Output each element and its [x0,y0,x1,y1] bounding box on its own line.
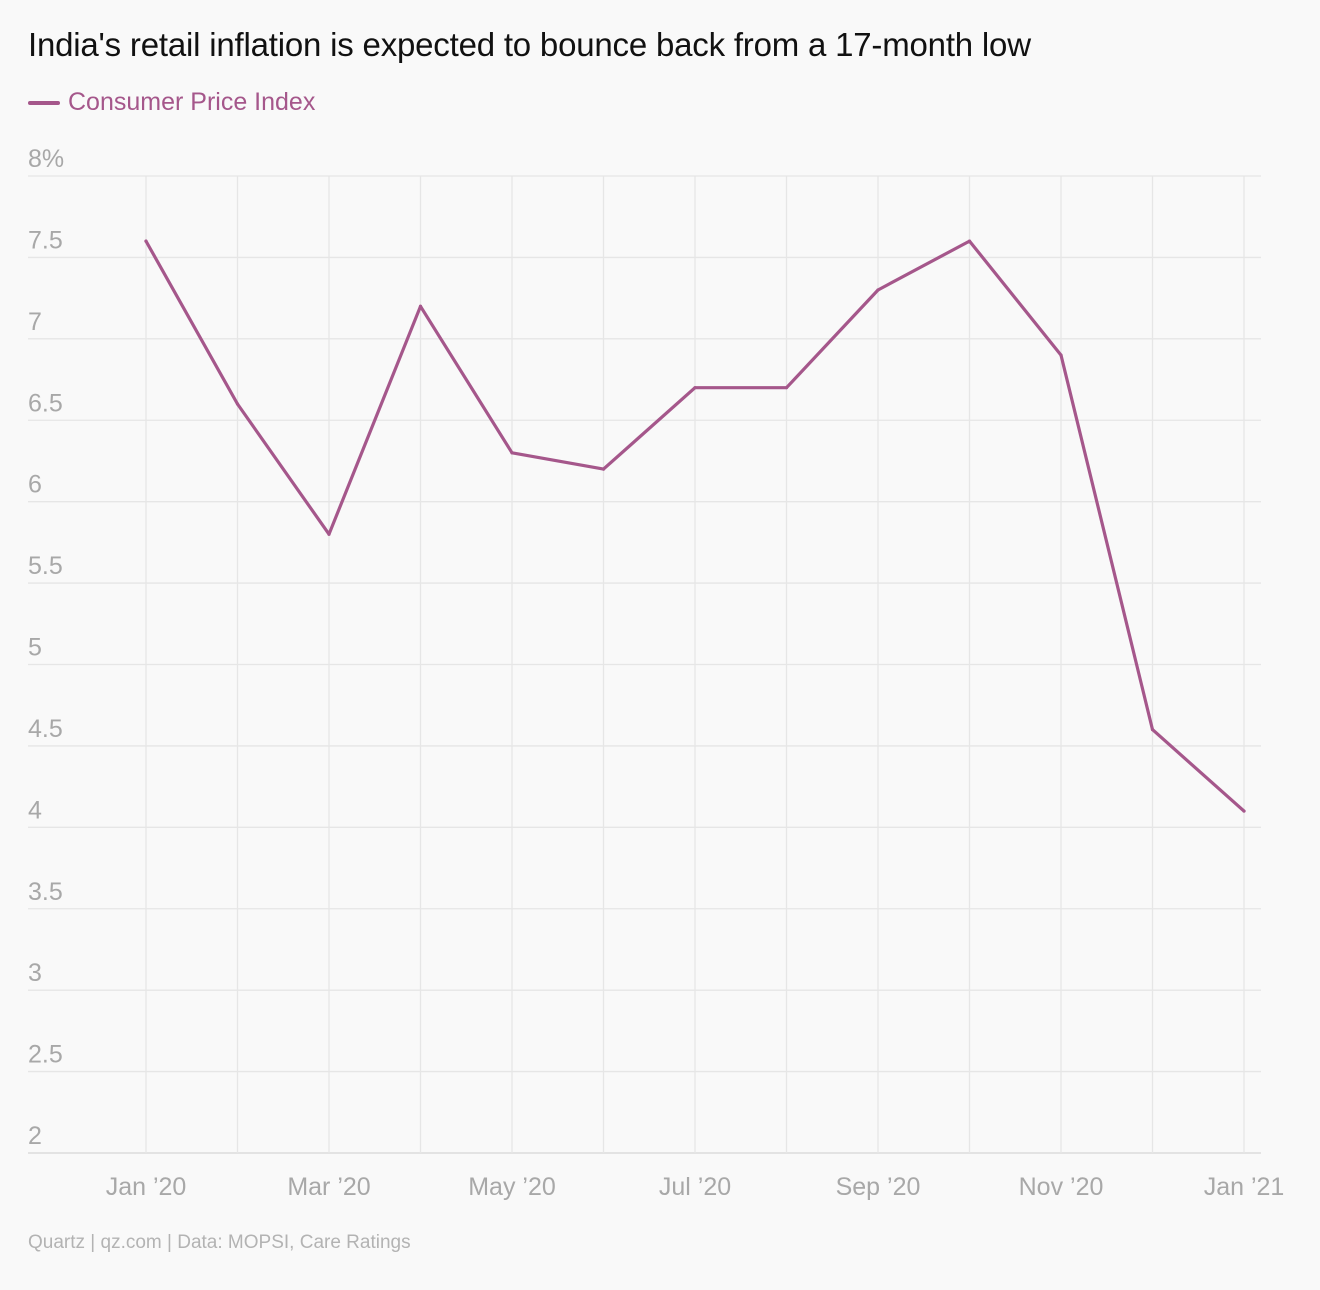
y-tick-label: 6 [28,471,42,499]
x-tick-label: Jul ’20 [659,1173,731,1201]
x-tick-label: May ’20 [468,1173,556,1201]
y-tick-label: 5 [28,634,42,662]
legend: Consumer Price Index [28,88,315,117]
data-point [693,386,697,390]
data-point [235,402,240,406]
y-tick-label: 4 [28,796,42,824]
y-tick-label: 2 [28,1122,42,1150]
y-tick-label: 8% [28,145,64,173]
data-point [510,451,514,455]
data-point [327,532,331,536]
data-point [144,239,148,243]
x-tick-label: Sep ’20 [836,1173,921,1201]
legend-label-cpi: Consumer Price Index [68,88,316,116]
data-point [876,288,880,292]
grid-layer [28,175,1261,1154]
x-tick-label: Nov ’20 [1019,1173,1104,1201]
y-tick-label: 3.5 [28,878,63,906]
y-tick-label: 7 [28,308,42,336]
y-tick-label: 7.5 [28,226,63,254]
y-tick-label: 6.5 [28,389,63,417]
data-point [1242,809,1246,813]
x-tick-label: Jan ’20 [106,1173,187,1201]
series-layer [144,239,1246,813]
data-point [1150,728,1155,732]
x-tick-label: Jan ’21 [1204,1173,1285,1201]
chart-title: India's retail inflation is expected to … [28,26,1031,63]
x-axis-ticks: Jan ’20 Mar ’20 May ’20 Jul ’20 Sep ’20 Nov ’… [106,1173,1285,1201]
data-point [1059,353,1063,357]
y-tick-label: 3 [28,959,42,987]
legend-swatch [28,100,60,105]
data-point [784,386,789,390]
y-axis-ticks: 2 2.5 3 3.5 4 4.5 5 5.5 6 6.5 7 7.5 8% [28,145,64,1150]
data-point [967,239,972,243]
data-point [418,304,423,308]
source-footer: Quartz | qz.com | Data: MOPSI, Care Rati… [28,1232,411,1253]
data-point [601,467,606,471]
y-tick-label: 4.5 [28,715,63,743]
line-chart: 2 2.5 3 3.5 4 4.5 5 5.5 6 6.5 7 7.5 8% Jan ’20 Mar ’2… [28,145,1285,1201]
y-tick-label: 5.5 [28,552,63,580]
x-tick-label: Mar ’20 [287,1173,370,1201]
y-tick-label: 2.5 [28,1041,63,1069]
